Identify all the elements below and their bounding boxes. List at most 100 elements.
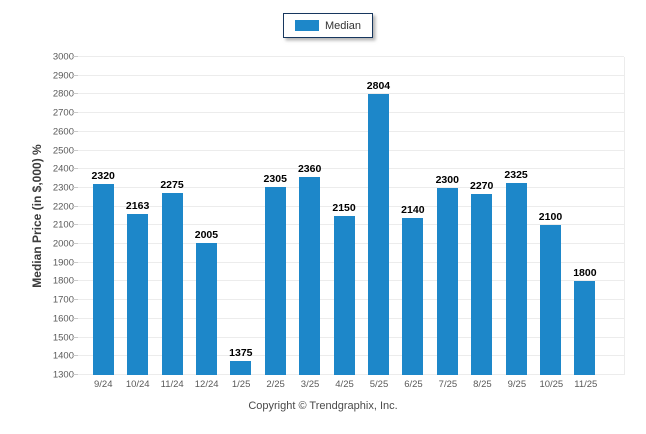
bar-group: 1800 bbox=[568, 57, 602, 375]
bar-value-label: 2804 bbox=[366, 79, 391, 92]
bar-value-label: 1800 bbox=[573, 267, 597, 280]
x-tick-label: 4/25 bbox=[335, 379, 354, 390]
y-tick-mark bbox=[72, 299, 78, 301]
bar bbox=[402, 217, 424, 375]
y-tick-label: 2900 bbox=[52, 70, 74, 82]
y-tick-mark bbox=[72, 261, 78, 263]
x-tick-label: 6/25 bbox=[404, 379, 423, 390]
y-tick-mark bbox=[72, 336, 78, 338]
y-tick-label: 1700 bbox=[52, 294, 74, 306]
y-tick-label: 1300 bbox=[52, 369, 74, 381]
bar-group: 2804 bbox=[361, 57, 395, 375]
bar-value-label: 2325 bbox=[504, 169, 528, 182]
y-tick-mark bbox=[72, 112, 78, 114]
bar-group: 2320 bbox=[86, 57, 120, 375]
y-tick-label: 1400 bbox=[52, 350, 74, 362]
y-tick-mark bbox=[72, 317, 78, 319]
y-tick-label: 2600 bbox=[52, 126, 74, 138]
x-tick-label: 2/25 bbox=[266, 379, 285, 390]
y-tick-mark bbox=[72, 243, 78, 245]
y-tick-label: 2500 bbox=[52, 145, 74, 157]
y-tick-mark bbox=[72, 74, 78, 76]
bar-group: 1375 bbox=[224, 57, 258, 375]
y-tick-label: 1800 bbox=[52, 275, 74, 287]
x-tick-label: 10/24 bbox=[125, 379, 150, 390]
y-tick-mark bbox=[72, 93, 78, 95]
bar-group: 2270 bbox=[464, 57, 498, 375]
y-tick-mark bbox=[72, 224, 78, 226]
y-tick-label: 3000 bbox=[52, 51, 74, 63]
x-tick-label: 9/24 bbox=[93, 379, 113, 390]
x-tick-label: 3/25 bbox=[300, 379, 320, 390]
bar-value-label: 1375 bbox=[229, 346, 253, 359]
y-tick-mark bbox=[72, 168, 78, 170]
bar-value-label: 2005 bbox=[194, 229, 219, 242]
bar-group: 2163 bbox=[120, 57, 154, 375]
bar bbox=[436, 187, 458, 375]
bar-group: 2140 bbox=[396, 57, 430, 375]
bar bbox=[127, 213, 149, 375]
gridline bbox=[78, 168, 624, 170]
bar-value-label: 2270 bbox=[469, 179, 494, 192]
legend: Median bbox=[283, 13, 373, 38]
bar bbox=[539, 225, 561, 375]
x-axis-tick-labels: 9/24 10/24 11/24 12/24 1/25 2/25 3/25 4/25 5/25 6… bbox=[86, 379, 603, 390]
bar-group: 2360 bbox=[292, 57, 326, 375]
gridline bbox=[78, 74, 624, 76]
plot-area: 2320 2163 2275 2005 1375 2305 2360 2150 2804 2140… bbox=[72, 56, 625, 375]
bar bbox=[333, 216, 355, 375]
bar bbox=[195, 243, 217, 375]
y-tick-mark bbox=[72, 56, 78, 57]
bar-value-label: 2100 bbox=[538, 211, 563, 224]
y-tick-label: 1600 bbox=[52, 313, 74, 325]
bar bbox=[264, 187, 286, 375]
bar-value-label: 2360 bbox=[297, 162, 322, 175]
x-tick-label: 11/24 bbox=[160, 379, 184, 390]
y-tick-mark bbox=[72, 355, 78, 357]
gridline bbox=[78, 205, 624, 207]
bar-value-label: 2163 bbox=[125, 199, 150, 212]
x-tick-label: 5/25 bbox=[369, 379, 389, 390]
y-tick-mark bbox=[72, 374, 78, 375]
y-tick-mark bbox=[72, 130, 78, 132]
y-tick-label: 1500 bbox=[52, 332, 74, 344]
y-tick-label: 2300 bbox=[52, 182, 74, 194]
x-tick-label: 7/25 bbox=[438, 379, 458, 390]
y-tick-label: 2400 bbox=[52, 163, 74, 175]
bar-value-label: 2150 bbox=[332, 202, 356, 214]
y-tick-mark bbox=[72, 280, 78, 282]
bar bbox=[471, 193, 493, 375]
y-tick-mark bbox=[72, 149, 78, 151]
x-tick-label: 9/25 bbox=[507, 379, 527, 390]
y-tick-label: 2000 bbox=[52, 238, 74, 250]
y-tick-label: 2700 bbox=[52, 107, 74, 119]
bar-value-label: 2300 bbox=[435, 173, 459, 186]
bar bbox=[299, 176, 321, 375]
y-axis-tick-labels: 1300 1400 1500 1600 1700 1800 1900 2000 2100 2200… bbox=[38, 52, 74, 381]
y-tick-label: 2200 bbox=[52, 201, 74, 213]
gridline bbox=[78, 93, 624, 95]
bar-series-median: 2320 2163 2275 2005 1375 2305 2360 2150 2804 2140… bbox=[86, 57, 602, 375]
bar-group: 2325 bbox=[499, 57, 533, 375]
y-tick-mark bbox=[72, 186, 78, 188]
x-tick-label: 1/25 bbox=[231, 379, 251, 390]
x-tick-label: 8/25 bbox=[473, 379, 492, 390]
x-tick-label: 10/25 bbox=[539, 379, 564, 390]
gridline bbox=[78, 112, 624, 114]
bar bbox=[505, 183, 527, 375]
gridline bbox=[78, 56, 624, 57]
bar-group: 2305 bbox=[258, 57, 292, 375]
bar-group: 2005 bbox=[189, 57, 223, 375]
bar bbox=[367, 93, 389, 375]
bar-value-label: 2275 bbox=[160, 178, 184, 191]
legend-swatch-median bbox=[294, 20, 319, 31]
bar bbox=[161, 192, 183, 375]
bar-group: 2275 bbox=[155, 57, 189, 375]
legend-label-median: Median bbox=[324, 19, 362, 32]
copyright-text: Copyright © Trendgraphix, Inc. bbox=[248, 400, 398, 412]
y-tick-label: 2800 bbox=[52, 88, 74, 100]
x-tick-label: 11/25 bbox=[574, 379, 598, 390]
bar bbox=[92, 184, 114, 375]
y-tick-label: 2100 bbox=[52, 219, 74, 231]
